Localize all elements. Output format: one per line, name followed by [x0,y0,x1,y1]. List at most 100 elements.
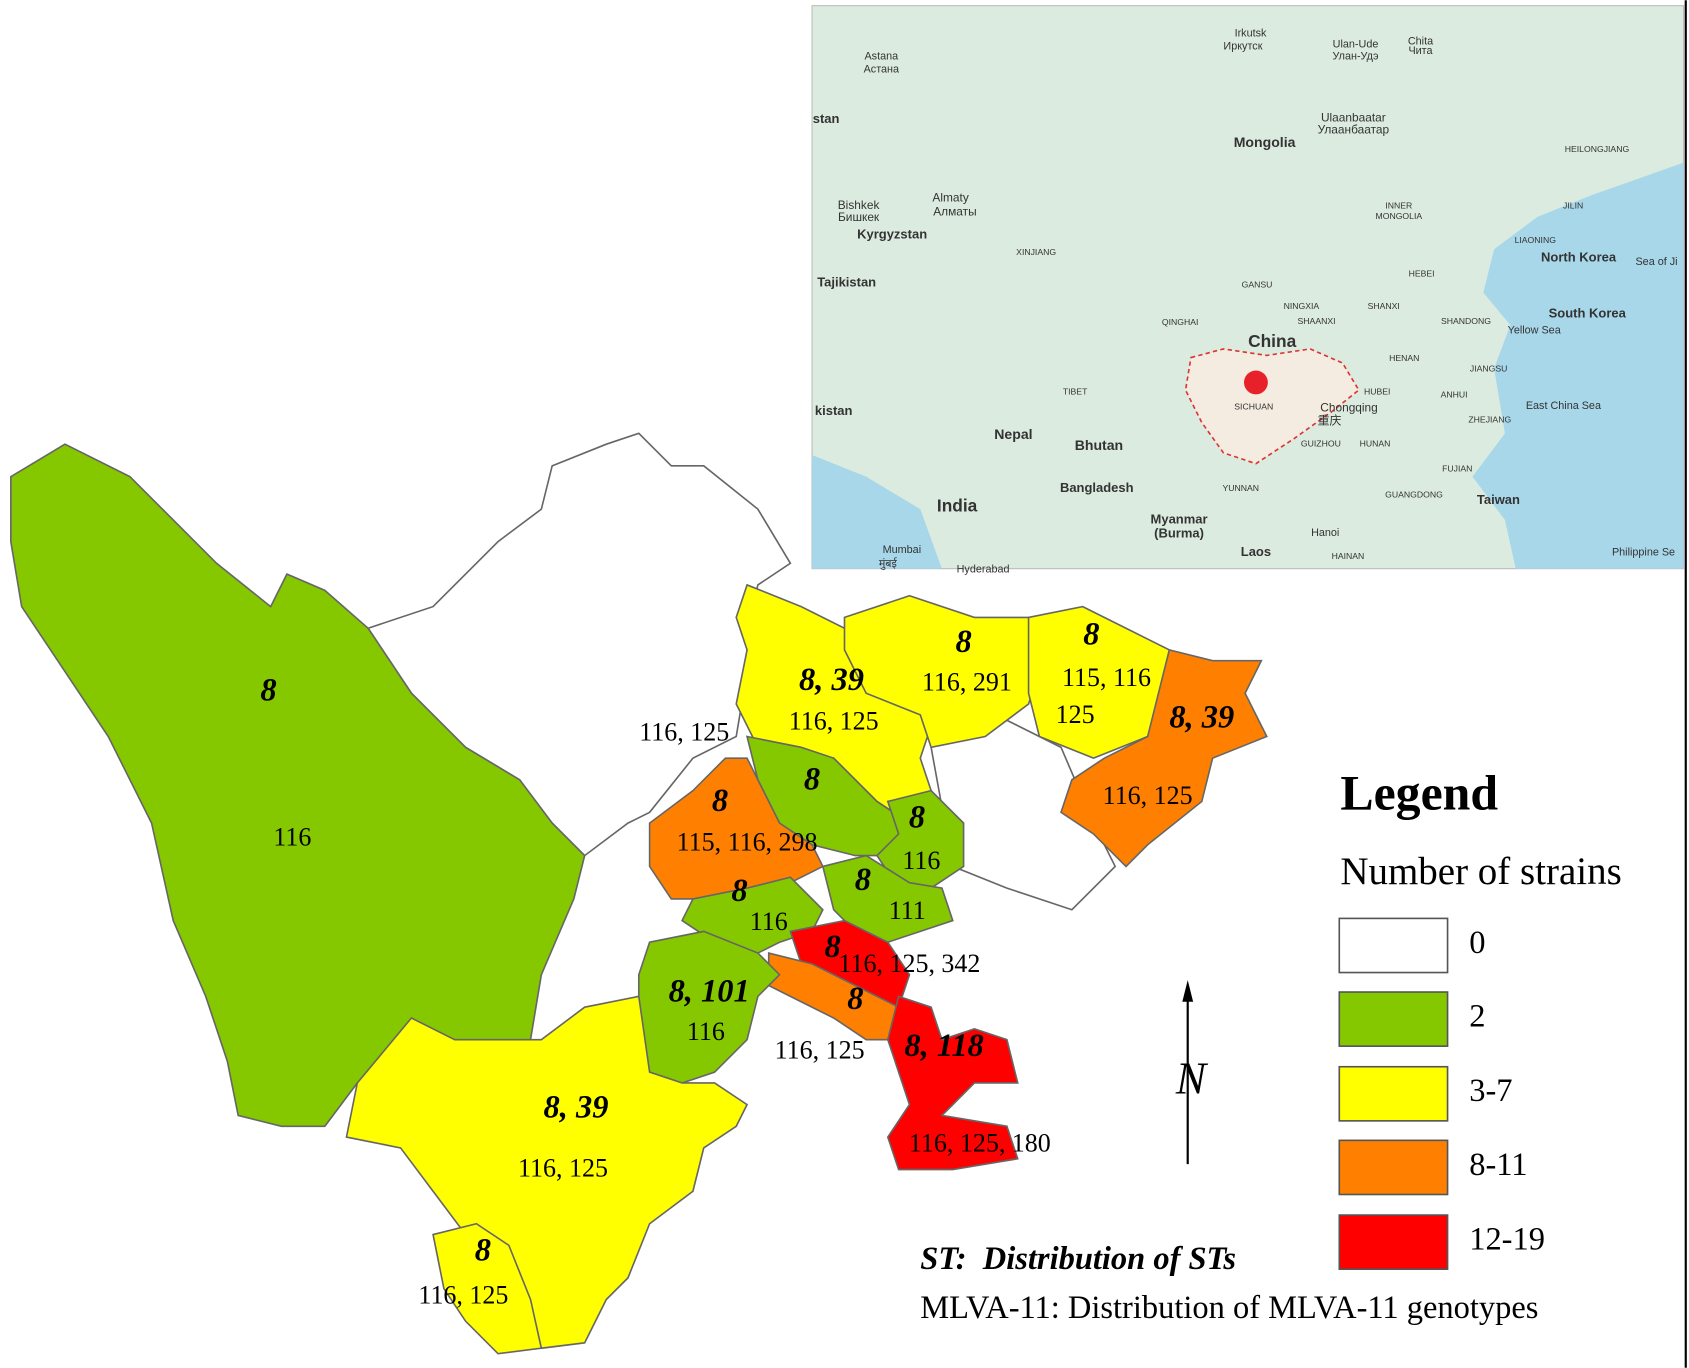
inset-label: Бишкек [838,210,880,224]
inset-label: TIBET [1063,386,1088,396]
st-label: 8 [804,761,820,797]
inset-label: JIANGSU [1470,364,1508,374]
inset-label: Laos [1241,544,1271,559]
region-outline [930,713,1117,911]
region [1060,648,1268,868]
inset-label: Mongolia [1234,134,1296,150]
inset-label: JILIN [1563,200,1583,210]
legend-label: 3-7 [1469,1073,1512,1109]
inset-label: Улаанбаатар [1318,122,1390,136]
inset-label: YUNNAN [1222,483,1259,493]
legend-swatch [1338,1214,1449,1271]
region [767,952,900,1041]
inset-label: Ulan-Ude [1333,39,1379,51]
inset-label: Mumbai [883,544,921,556]
st-label: 8 [712,783,728,819]
legend-label: 12-19 [1469,1222,1545,1258]
inset-label: kistan [815,403,853,418]
legend-label: 8-11 [1469,1147,1527,1183]
inset-label: Irkutsk [1235,28,1267,40]
inset-label: GUIZHOU [1301,438,1341,448]
inset-label: FUJIAN [1442,463,1472,473]
st-label: 8 [855,862,871,898]
inset-label: SHANXI [1368,301,1400,311]
mlva-label: 116, 125 [775,1036,865,1065]
inset-label: INNER [1385,200,1412,210]
inset-label: HUBEI [1364,386,1390,396]
st-label: 8 [847,981,863,1017]
inset-label: Nepal [994,426,1032,442]
inset-label: Улан-Удэ [1333,50,1379,62]
inset-label: Astana [864,50,899,62]
mlva-label: 115, 116, 298 [677,828,818,857]
st-label: 8 [1083,616,1099,652]
inset-label: HENAN [1389,353,1419,363]
inset-label: Myanmar [1151,511,1208,526]
inset-label: MONGOLIA [1376,211,1423,221]
inset-label: Philippine Se [1612,546,1675,558]
inset-label: XINJIANG [1016,247,1056,257]
st-label: 8, 39 [1169,700,1234,736]
inset-label: Tajikistan [817,274,876,289]
region [886,995,1019,1171]
st-label: 8 [475,1232,491,1268]
inset-label: Bangladesh [1060,480,1134,495]
legend-swatch [1338,917,1449,974]
mlva-label: 116 [750,907,788,936]
inset-label: QINGHAI [1162,317,1199,327]
inset-label: Алматы [933,205,976,219]
inset-label: Kyrgyzstan [857,227,927,242]
note: MLVA-11: Distribution of MLVA-11 genotyp… [920,1290,1538,1326]
st-label: 8 [955,624,971,660]
inset-label: NINGXIA [1284,301,1320,311]
mlva-label: 116, 125 [418,1280,508,1309]
legend-swatch [1338,1065,1449,1122]
legend-title: Legend [1340,766,1498,821]
st-label: 8, 39 [544,1089,609,1125]
legend-label: 2 [1469,999,1485,1035]
inset-label: ZHEJIANG [1468,415,1511,425]
north-label: N [1175,1052,1209,1103]
inset-label: HAINAN [1332,551,1365,561]
inset-label: GANSU [1242,279,1273,289]
mlva-label: 111 [889,896,926,925]
mlva-label: 125 [1056,700,1095,729]
note: ST: Distribution of STs [920,1241,1236,1277]
st-label: 8 [260,673,276,709]
inset-label: East China Sea [1526,400,1602,412]
inset-label: North Korea [1541,249,1617,264]
region [432,1222,543,1355]
st-label: 8 [824,929,840,965]
inset-label: Ulaanbaatar [1321,110,1386,124]
mlva-label: 116, 125 [1103,781,1193,810]
inset-label: GUANGDONG [1385,489,1443,499]
inset-label: Taiwan [1477,492,1520,507]
inset-label: stan [813,111,840,126]
inset-label: LIAONING [1515,235,1557,245]
inset-label: Чита [1408,45,1433,57]
inset-label: Almaty [932,191,968,205]
inset-label: SICHUAN [1234,402,1273,412]
regions [10,432,1268,1355]
mlva-label: 116 [273,822,311,851]
mlva-label: 116, 125, 180 [909,1129,1051,1158]
mlva-label: 116, 291 [922,668,1012,697]
st-label: 8 [731,873,747,909]
inset-label: मुंबई [879,557,898,570]
st-label: 8, 101 [669,974,750,1010]
inset-label: HEILONGJIANG [1565,144,1630,154]
legend-swatch [1338,1139,1449,1196]
mlva-label: 116, 125 [518,1154,608,1183]
north-arrowhead [1182,980,1194,1002]
mlva-label: 116, 125, 342 [839,949,981,978]
inset-label: 重庆 [1318,414,1342,428]
inset-label: Bhutan [1075,437,1123,453]
sichuan-outline [1184,348,1360,465]
mlva-label: 116 [902,846,940,875]
region [648,757,824,900]
inset-label: Иркутск [1223,41,1262,53]
inset-label: Sea of Ji [1635,256,1677,268]
